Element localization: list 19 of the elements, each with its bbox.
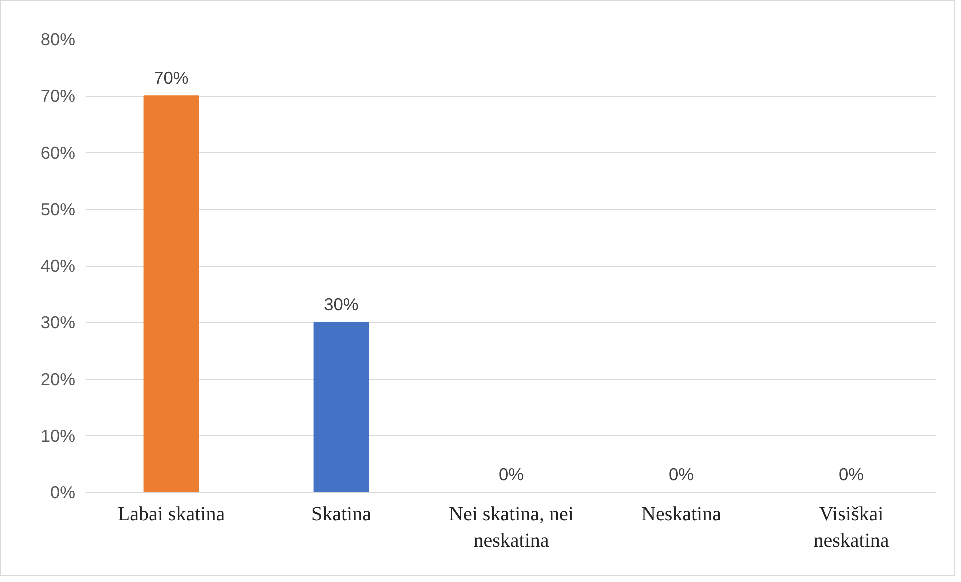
data-label: 0% — [668, 464, 694, 484]
y-tick-label: 20% — [40, 369, 76, 390]
y-tick-label: 0% — [50, 482, 76, 502]
x-tick-label: Visiškai neskatina — [814, 504, 890, 552]
x-tick-label: Nei skatina, nei neskatina — [449, 504, 574, 552]
data-label: 0% — [498, 464, 524, 484]
x-tick-label: Labai skatina — [118, 504, 226, 526]
y-tick-label: 60% — [40, 142, 76, 163]
y-tick-label: 50% — [40, 199, 76, 220]
x-tick-label: Skatina — [312, 504, 372, 526]
y-tick-label: 30% — [40, 312, 76, 333]
data-label: 0% — [838, 464, 864, 484]
y-tick-label: 10% — [40, 426, 76, 446]
y-tick-label: 80% — [40, 30, 76, 50]
y-tick-label: 40% — [40, 256, 76, 276]
data-label: 30% — [324, 294, 359, 315]
y-tick-label: 70% — [40, 86, 76, 106]
data-label: 70% — [154, 68, 189, 88]
x-tick-label: Neskatina — [642, 504, 722, 526]
